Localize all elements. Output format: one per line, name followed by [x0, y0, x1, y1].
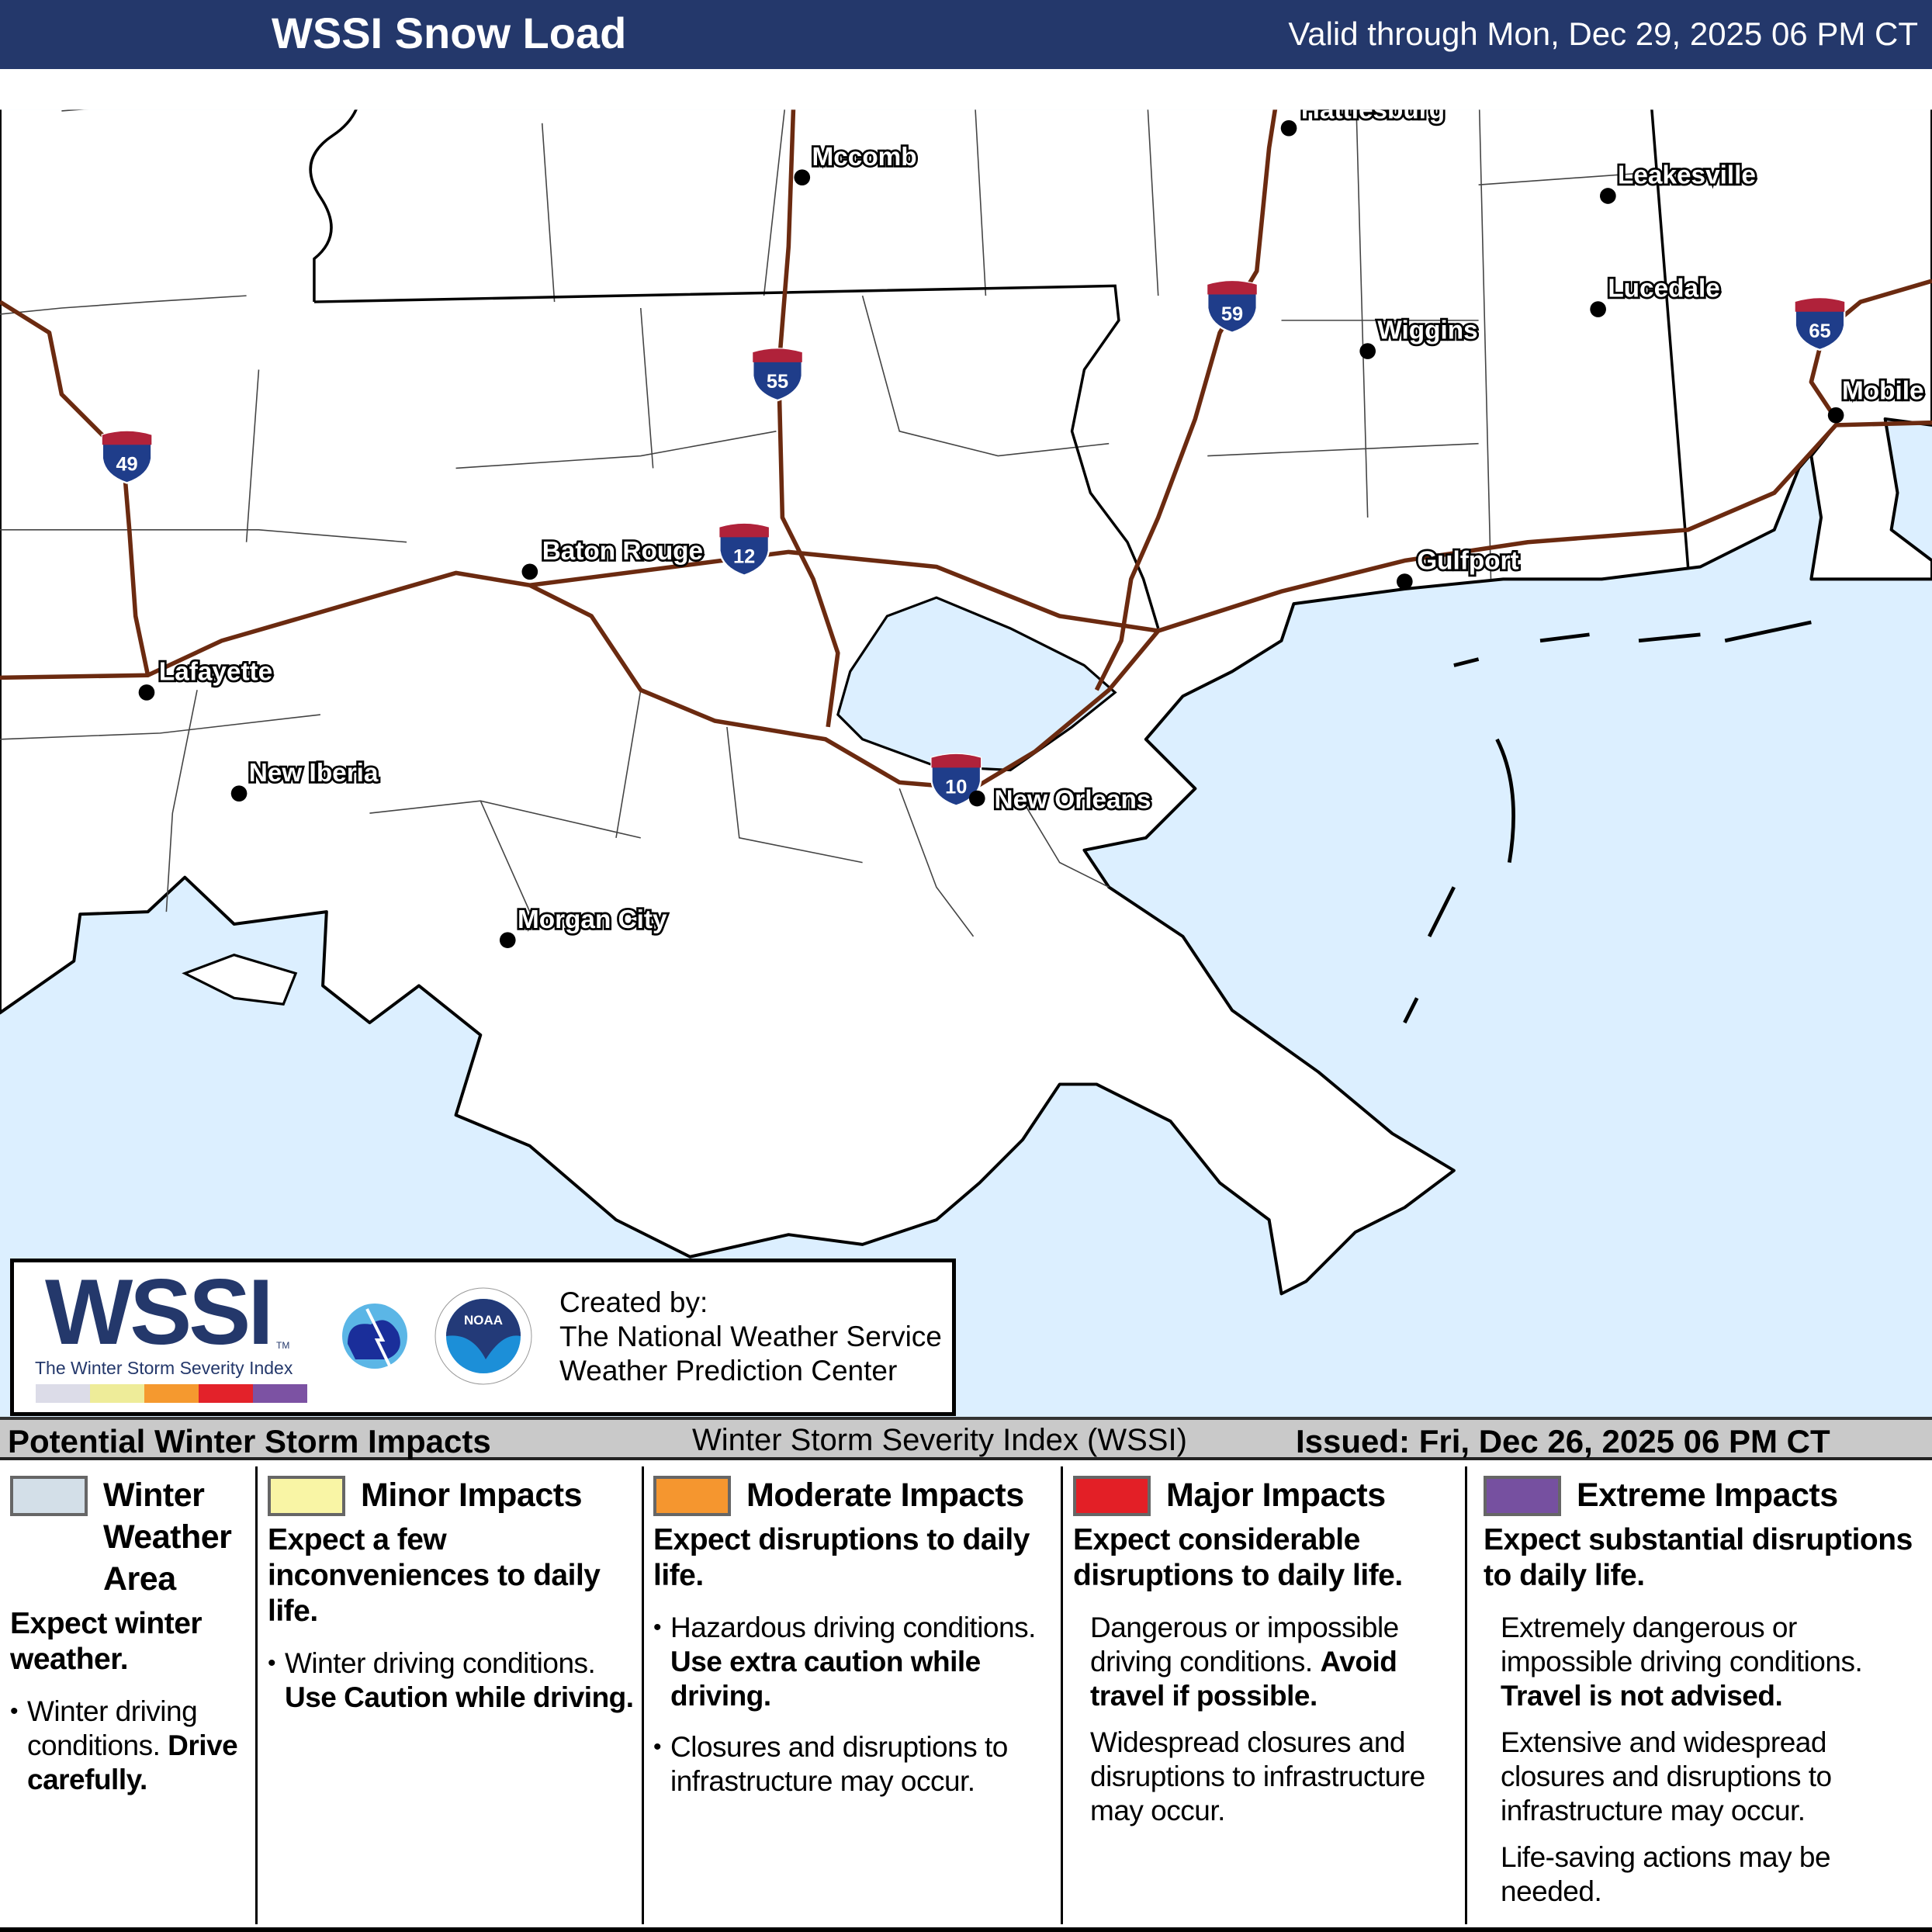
legend-title: Potential Winter Storm Impacts: [8, 1423, 491, 1459]
city-label: New Iberia: [249, 759, 379, 788]
category-winter-weather-area: Winter Weather Area: [103, 1477, 232, 1598]
bullet-moderate-1: Hazardous driving conditions. Use extra …: [653, 1611, 1057, 1713]
city-label: Morgan City: [518, 905, 667, 934]
logo-box: WSSI TM The Winter Storm Severity Index …: [10, 1259, 956, 1416]
city-dot: [138, 684, 155, 701]
interstate-number: 65: [1809, 320, 1830, 342]
desc-minor: Expect a few inconveniences to daily lif…: [268, 1523, 601, 1628]
valid-time: Valid through Mon, Dec 29, 2025 06 PM CT: [1288, 16, 1918, 52]
city-dot: [1396, 573, 1413, 590]
map-title: WSSI Snow Load: [272, 9, 627, 57]
desc-major: Expect considerable disruptions to daily…: [1073, 1523, 1403, 1592]
issued-time: Issued: Fri, Dec 26, 2025 06 PM CT: [1296, 1423, 1830, 1459]
para-extreme-1: Extremely dangerous or impossible drivin…: [1501, 1612, 1863, 1712]
severity-color-bar: [36, 1384, 307, 1403]
swatch-major: [1073, 1476, 1151, 1516]
credit-line-1: Created by:: [559, 1286, 708, 1318]
city-dot: [1600, 188, 1616, 204]
legend-subtitle: Winter Storm Severity Index (WSSI): [692, 1423, 1187, 1457]
desc-moderate: Expect disruptions to daily life.: [653, 1523, 1030, 1592]
city-label: Leakesville: [1618, 161, 1756, 190]
map: 49 55 12 59 65 10 Hattiesburg Mccomb Leakesvill…: [0, 95, 1932, 1417]
divider: [642, 1466, 644, 1924]
nws-logo: [327, 1288, 423, 1384]
divider: [1465, 1466, 1467, 1924]
credit-line-3: Weather Prediction Center: [559, 1355, 898, 1387]
city-label: Mobile: [1842, 377, 1924, 406]
lake-pontchartrain: [836, 596, 1117, 772]
swatch-moderate: [653, 1476, 731, 1516]
city-label: Gulfport: [1417, 547, 1518, 576]
legend-header: Potential Winter Storm Impacts Winter St…: [0, 1417, 1932, 1460]
credit-text: Created by: The National Weather Service…: [559, 1286, 942, 1388]
legend-column-major: Major Impacts Expect considerable disrup…: [1073, 1474, 1463, 1840]
legend-column-extreme: Extreme Impacts Expect substantial disru…: [1484, 1474, 1930, 1921]
city-label: Mccomb: [812, 143, 916, 171]
i59-route: [1094, 109, 1278, 691]
city-label: Wiggins: [1377, 317, 1477, 345]
interstate-shield-12: 12: [718, 522, 770, 576]
wssi-tagline: The Winter Storm Severity Index: [35, 1358, 293, 1378]
interstate-number: 10: [945, 777, 967, 798]
interstate-number: 12: [733, 546, 755, 568]
desc-extreme: Expect substantial disruptions to daily …: [1484, 1523, 1913, 1592]
swatch-winter-weather-area: [10, 1476, 88, 1516]
city-dot: [1590, 301, 1606, 317]
legend-column-moderate: Moderate Impacts Expect disruptions to d…: [653, 1474, 1057, 1816]
category-minor: Minor Impacts: [361, 1477, 583, 1514]
city-dot: [794, 169, 811, 185]
county-lines: [0, 109, 1651, 937]
noaa-logo: NOAA: [435, 1287, 532, 1385]
interstate-number: 55: [767, 371, 788, 393]
bullet-winter-weather-area: Winter driving conditions. Drive careful…: [10, 1695, 252, 1797]
i55-route: [776, 109, 840, 728]
header-bar: WSSI Snow Load Valid through Mon, Dec 29…: [0, 0, 1932, 69]
marsh-island: [182, 954, 298, 1006]
category-moderate: Moderate Impacts: [746, 1477, 1024, 1514]
credit-line-2: The National Weather Service: [559, 1321, 942, 1352]
interstate-shields: 49 55 12 59 65 10: [101, 279, 1846, 807]
i12-route: [529, 549, 1159, 633]
para-extreme-2: Extensive and widespread closures and di…: [1501, 1726, 1832, 1826]
city-label: New Orleans: [995, 786, 1151, 815]
wssi-logo: WSSI: [45, 1260, 274, 1364]
city-label: Lucedale: [1608, 275, 1719, 303]
cities: Hattiesburg Mccomb Leakesville Lucedale Wigg…: [138, 95, 1926, 948]
city-dot: [968, 790, 985, 807]
city-dot: [1359, 343, 1376, 359]
para-extreme-3: Life-saving actions may be needed.: [1501, 1841, 1831, 1907]
city-label: Hattiesburg: [1301, 95, 1445, 124]
desc-winter-weather-area: Expect winter weather.: [10, 1607, 203, 1676]
city-label: Lafayette: [159, 658, 272, 687]
category-extreme: Extreme Impacts: [1577, 1477, 1838, 1514]
bullet-moderate-2: Closures and disruptions to infrastructu…: [653, 1730, 1057, 1799]
svg-text:NOAA: NOAA: [464, 1313, 503, 1328]
legend-column-winter-weather-area: Winter Weather Area Expect winter weathe…: [10, 1474, 252, 1814]
interstate-shield-65: 65: [1794, 297, 1846, 351]
bottom-border: [0, 1927, 1932, 1932]
swatch-minor: [268, 1476, 345, 1516]
para-major-2: Widespread closures and disruptions to i…: [1090, 1726, 1425, 1826]
legend-column-minor: Minor Impacts Expect a few inconvenience…: [268, 1474, 639, 1732]
city-dot: [499, 932, 516, 948]
interstate-shield-49: 49: [101, 430, 153, 484]
city-dot: [1827, 407, 1844, 424]
swatch-extreme: [1484, 1476, 1561, 1516]
interstate-number: 59: [1221, 303, 1243, 325]
city-dot: [521, 563, 538, 580]
bullet-minor: Winter driving conditions. Use Caution w…: [268, 1646, 639, 1715]
barrier-islands: [1403, 620, 1812, 1024]
city-dot: [230, 785, 248, 802]
tm-mark: TM: [276, 1340, 290, 1351]
para-major-1: Dangerous or impossible driving conditio…: [1090, 1612, 1399, 1712]
interstate-number: 49: [116, 454, 137, 476]
category-major: Major Impacts: [1166, 1477, 1386, 1514]
divider: [1061, 1466, 1063, 1924]
divider: [255, 1466, 258, 1924]
city-dot: [1280, 119, 1297, 137]
interstate-shield-10: 10: [930, 753, 982, 807]
interstate-shield-59: 59: [1207, 279, 1258, 334]
city-label: Baton Rouge: [542, 537, 703, 566]
interstate-shield-55: 55: [752, 348, 803, 402]
